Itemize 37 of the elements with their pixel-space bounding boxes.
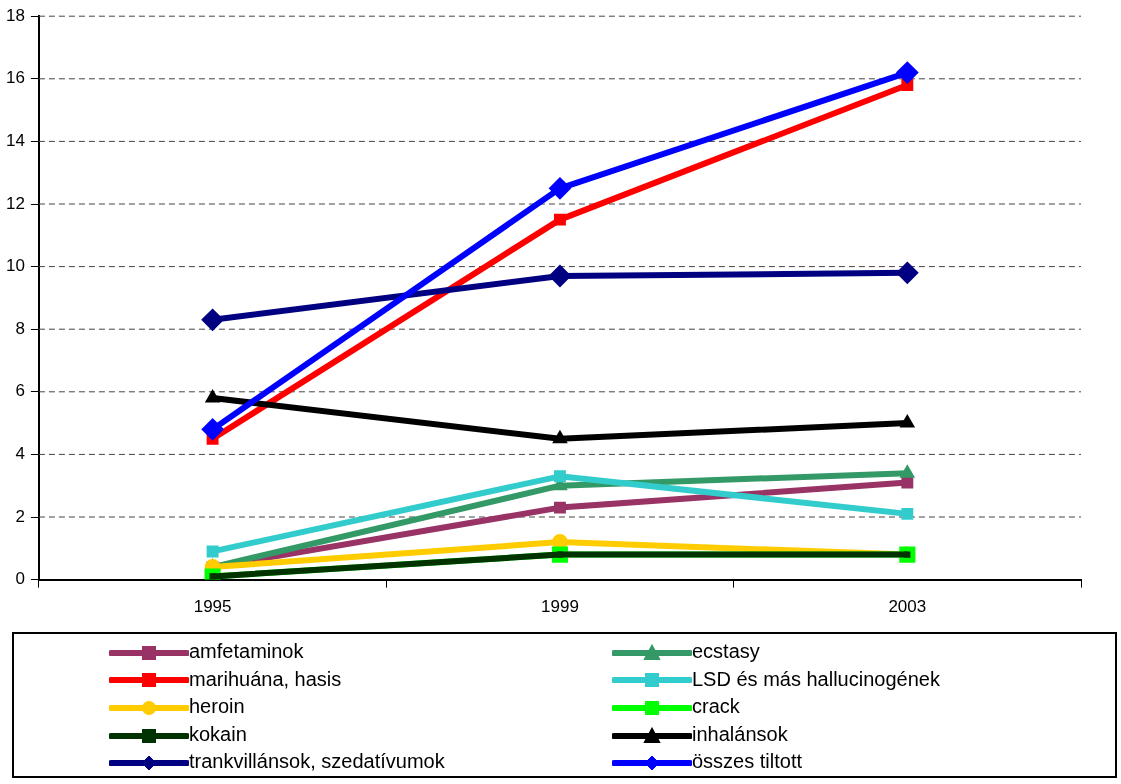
point bbox=[206, 545, 219, 558]
x-tick-label: 1995 bbox=[193, 597, 232, 617]
point bbox=[552, 430, 568, 444]
y-tick-label: 0 bbox=[15, 569, 25, 589]
x-tick-label: 2003 bbox=[888, 597, 927, 617]
y-tick-label: 14 bbox=[5, 131, 25, 151]
y-tick-label: 6 bbox=[15, 381, 25, 401]
x-tick-label: 1999 bbox=[541, 597, 579, 617]
y-tick-label: 4 bbox=[15, 444, 25, 464]
legend-label: trankvillánsok, szedatívumok bbox=[189, 750, 445, 773]
point bbox=[896, 261, 919, 284]
point bbox=[554, 213, 566, 226]
legend-label: marihuána, hasis bbox=[189, 667, 342, 690]
y-tick-label: 10 bbox=[5, 256, 25, 276]
point bbox=[900, 415, 915, 428]
point bbox=[201, 308, 224, 331]
y-tick-label: 18 bbox=[5, 5, 25, 25]
legend-label: ecstasy bbox=[692, 640, 760, 662]
point bbox=[205, 390, 220, 403]
point bbox=[901, 507, 914, 520]
point bbox=[201, 418, 224, 441]
legend-label: inhalánsok bbox=[692, 722, 788, 745]
legend-label: kokain bbox=[189, 722, 247, 745]
legend-label: LSD és más hallucinogének bbox=[692, 667, 940, 690]
point bbox=[548, 264, 571, 287]
point bbox=[896, 61, 919, 84]
y-tick-label: 2 bbox=[15, 506, 25, 526]
legend-label: összes tiltott bbox=[692, 750, 803, 773]
y-tick-label: 16 bbox=[5, 68, 25, 88]
legend-label: amfetaminok bbox=[189, 640, 304, 662]
legend-label: crack bbox=[692, 695, 740, 718]
point bbox=[901, 476, 914, 489]
y-tick-label: 8 bbox=[15, 318, 25, 338]
legend-label: heroin bbox=[189, 695, 245, 718]
point bbox=[554, 501, 566, 514]
point bbox=[548, 177, 571, 200]
y-tick-label: 12 bbox=[5, 193, 25, 213]
